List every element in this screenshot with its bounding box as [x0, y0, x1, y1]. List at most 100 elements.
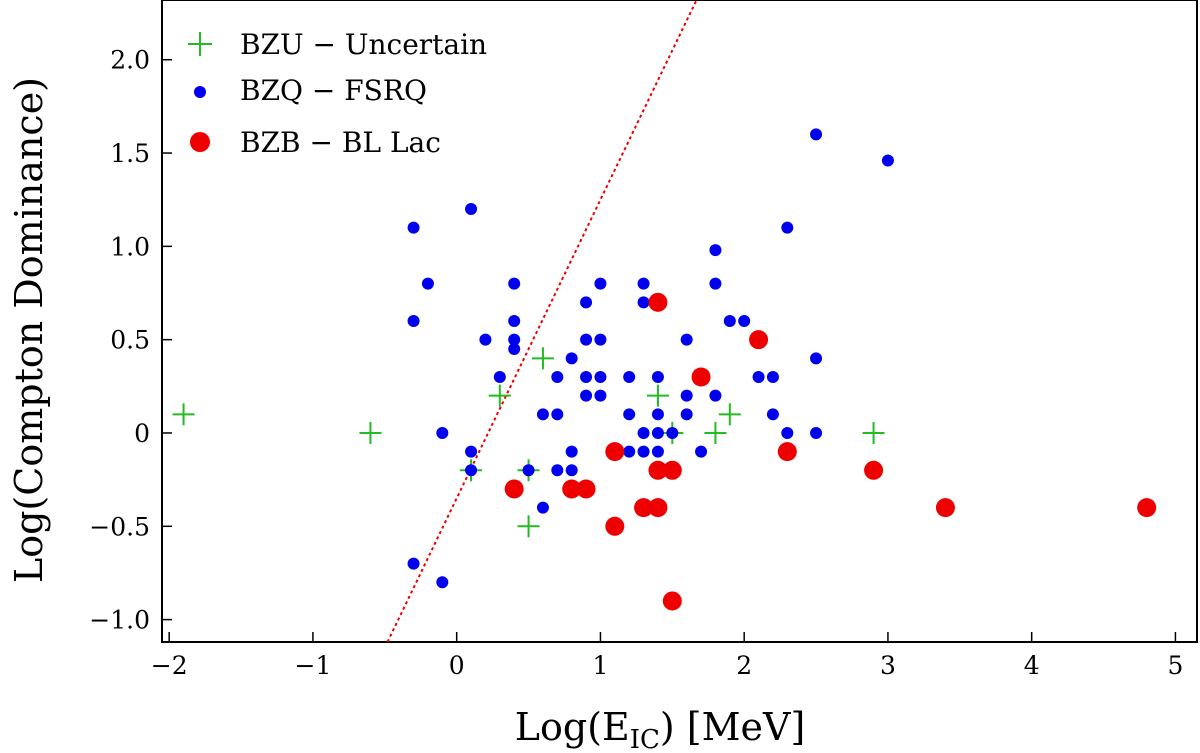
x-tick-label: −1	[295, 651, 332, 680]
data-point-bzb	[605, 516, 625, 536]
data-point-bzq	[651, 370, 664, 383]
data-point-bzq	[580, 296, 593, 309]
x-tick-label: 4	[1024, 651, 1040, 680]
data-point-bzb	[605, 442, 625, 462]
data-point-bzb	[662, 591, 682, 611]
y-tick-label: 0	[134, 419, 150, 448]
data-point-bzq	[651, 445, 664, 458]
data-point-bzq	[637, 445, 650, 458]
data-point-bzq	[623, 445, 636, 458]
y-axis-title: Log(Compton Dominance)	[7, 77, 51, 583]
data-point-bzq	[666, 426, 679, 439]
data-point-bzq	[465, 203, 478, 216]
data-point-bzb	[691, 367, 711, 387]
data-point-bzq	[565, 464, 578, 477]
data-point-bzq	[637, 296, 650, 309]
data-point-bzb	[777, 442, 797, 462]
reference-line-layer	[386, 0, 698, 643]
data-point-bzq	[594, 389, 607, 402]
data-point-bzb	[662, 460, 682, 480]
data-point-bzb	[935, 498, 955, 518]
data-point-bzq	[810, 352, 823, 365]
data-point-bzq	[565, 445, 578, 458]
data-point-bzq	[536, 501, 549, 514]
data-point-bzq	[594, 277, 607, 290]
data-point-bzq	[407, 557, 420, 570]
data-point-bzb	[648, 292, 668, 312]
data-point-bzq	[508, 315, 521, 327]
data-point-bzu	[704, 421, 727, 444]
data-point-bzq	[551, 370, 564, 383]
data-point-bzq	[508, 277, 521, 290]
y-tick-label: −0.5	[89, 512, 150, 541]
data-point-bzu	[517, 515, 540, 538]
reference-line	[386, 0, 698, 643]
data-point-bzq	[766, 370, 779, 383]
data-point-bzb	[1137, 498, 1157, 518]
data-point-bzq	[580, 389, 593, 402]
plot-area	[161, 0, 1198, 643]
x-tick-label: −2	[151, 651, 188, 680]
axis-ticks-layer: −2 −1 0 1 2 3 4 5 −1.0 −0.5 0 0.5 1.0 1.5 2.0	[89, 46, 1183, 680]
x-tick-label: 1	[592, 651, 608, 680]
data-point-bzb	[648, 498, 668, 518]
data-point-bzq	[465, 445, 478, 458]
data-point-bzb	[576, 479, 596, 499]
x-tick-label: 0	[449, 651, 465, 680]
data-point-bzu	[359, 421, 382, 444]
x-tick-label: 5	[1167, 651, 1183, 680]
x-axis-title-subscript: IC	[630, 725, 660, 753]
data-point-bzq	[479, 333, 492, 346]
x-tick-label: 3	[880, 651, 896, 680]
data-point-bzq	[508, 333, 521, 346]
data-point-bzq	[522, 464, 535, 477]
data-point-bzq	[407, 315, 420, 327]
data-points-layer	[172, 128, 1157, 611]
data-point-bzq	[623, 370, 636, 383]
y-tick-label: −1.0	[89, 606, 150, 635]
x-tick-label: 2	[736, 651, 752, 680]
data-point-bzq	[580, 370, 593, 383]
data-point-bzq	[781, 221, 794, 234]
data-point-bzu	[172, 403, 195, 426]
data-point-bzq	[680, 389, 693, 402]
data-point-bzq	[594, 333, 607, 346]
data-point-bzq	[651, 408, 664, 421]
data-point-bzu	[531, 347, 554, 370]
x-axis-title-tail: ) [MeV]	[660, 705, 805, 749]
data-point-bzq	[465, 464, 478, 477]
data-point-bzq	[536, 408, 549, 421]
data-point-bzq	[680, 333, 693, 346]
data-point-bzq	[752, 370, 765, 383]
legend-label-bzu: BZU − Uncertain	[240, 28, 487, 61]
data-point-bzq	[781, 426, 794, 439]
data-point-bzq	[680, 408, 693, 421]
data-point-bzq	[709, 389, 722, 402]
data-point-bzb	[864, 460, 884, 480]
data-point-bzq	[651, 426, 664, 439]
legend-marker-bzq	[194, 86, 206, 98]
y-tick-label: 1.0	[110, 232, 150, 261]
data-point-bzq	[766, 408, 779, 421]
data-point-bzu	[488, 384, 511, 407]
y-tick-label: 2.0	[110, 46, 150, 75]
data-point-bzq	[637, 426, 650, 439]
data-point-bzq	[709, 244, 722, 257]
data-point-bzq	[493, 370, 506, 383]
data-point-bzq	[436, 576, 449, 589]
data-point-bzu	[718, 403, 741, 426]
data-point-bzq	[637, 277, 650, 290]
data-point-bzb	[634, 498, 654, 518]
data-point-bzu	[646, 384, 669, 407]
data-point-bzb	[562, 479, 582, 499]
data-point-bzq	[436, 426, 449, 439]
legend-label-bzb: BZB − BL Lac	[240, 126, 441, 159]
legend: BZU − Uncertain BZQ − FSRQ BZB − BL Lac	[188, 28, 487, 159]
data-point-bzq	[810, 128, 823, 141]
data-point-bzb	[648, 460, 668, 480]
data-point-bzq	[695, 445, 708, 458]
data-point-bzb	[749, 330, 769, 350]
data-point-bzb	[504, 479, 524, 499]
